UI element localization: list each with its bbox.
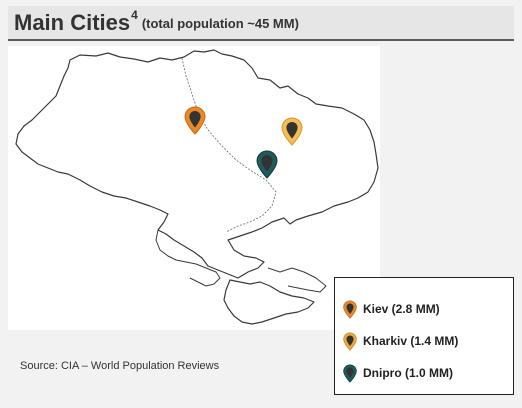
map-pin-icon xyxy=(343,364,357,383)
legend-item-kiev: Kiev (2.8 MM) xyxy=(343,299,440,319)
title-footnote-marker: 4 xyxy=(131,7,138,22)
title-bar: Main Cities4(total population ~45 MM) xyxy=(8,6,514,41)
legend-label: Kharkiv (1.4 MM) xyxy=(363,334,459,348)
legend-item-kharkiv: Kharkiv (1.4 MM) xyxy=(343,331,458,351)
legend-label: Dnipro (1.0 MM) xyxy=(363,366,453,380)
map-pin-icon xyxy=(184,106,206,135)
dnipro-river xyxy=(181,57,277,233)
map-legend: Kiev (2.8 MM) Kharkiv (1.4 MM) Dnipro (1… xyxy=(334,277,514,395)
legend-label: Kiev (2.8 MM) xyxy=(363,302,440,316)
azov-coast xyxy=(267,267,327,293)
legend-item-dnipro: Dnipro (1.0 MM) xyxy=(343,363,453,383)
page-title: Main Cities4(total population ~45 MM) xyxy=(14,7,299,36)
title-text: Main Cities xyxy=(14,10,131,35)
ukraine-map xyxy=(15,49,379,325)
ukraine-outline xyxy=(15,49,379,279)
source-note: Source: CIA – World Population Reviews xyxy=(20,360,220,372)
kiev-map-pin[interactable] xyxy=(184,106,206,135)
coastline-detail xyxy=(155,229,221,287)
kharkiv-map-pin[interactable] xyxy=(281,117,303,146)
map-pin-icon xyxy=(281,117,303,146)
dnipro-map-pin[interactable] xyxy=(256,150,278,179)
map-pin-icon xyxy=(343,332,357,351)
map-pin-icon xyxy=(343,300,357,319)
map-pin-icon xyxy=(256,150,278,179)
map-area xyxy=(8,46,380,330)
crimea-outline xyxy=(223,279,315,325)
title-subtitle: (total population ~45 MM) xyxy=(141,16,299,31)
